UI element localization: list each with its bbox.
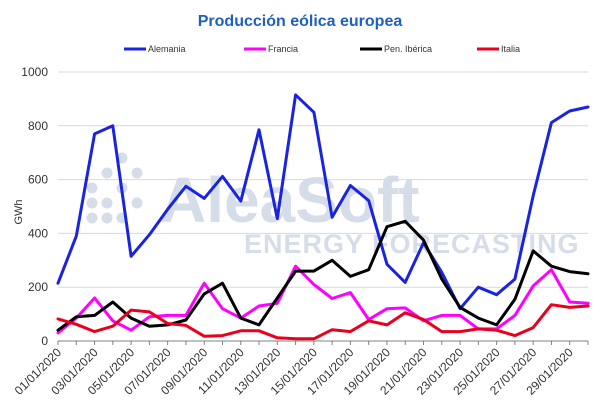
- y-tick-label: 0: [41, 334, 48, 348]
- gridlines: [58, 71, 588, 288]
- y-tick-label: 800: [28, 119, 48, 133]
- series-line-italia: [56, 303, 590, 341]
- legend-label: Italia: [501, 44, 520, 54]
- series-line-alemania: [56, 93, 590, 311]
- y-tick-label: 400: [28, 226, 48, 240]
- series-lines: [56, 93, 590, 341]
- x-axis: 01/01/202003/01/202005/01/202007/01/2020…: [12, 340, 589, 398]
- watermark-brand: AleaSoft: [160, 164, 420, 236]
- y-tick-label: 200: [28, 280, 48, 294]
- series-line-francia: [56, 264, 590, 335]
- chart-title: Producción eólica europea: [198, 13, 403, 30]
- y-axis-title: GWh: [13, 199, 25, 224]
- legend: Alemania Francia Pen. Ibérica Italia: [124, 44, 520, 54]
- series-line-pen-ib-rica: [56, 219, 590, 332]
- y-tick-label: 600: [28, 173, 48, 187]
- y-tick-label: 1000: [21, 65, 48, 79]
- aleasoft-watermark: AleaSoft ENERGY FORECASTING: [86, 152, 579, 259]
- legend-label: Francia: [268, 44, 298, 54]
- y-axis-ticks: 0 200 400 600 800 1000: [21, 65, 48, 348]
- aleasoft-logo-dots: [86, 152, 143, 224]
- legend-label: Alemania: [148, 44, 186, 54]
- legend-label: Pen. Ibérica: [384, 44, 432, 54]
